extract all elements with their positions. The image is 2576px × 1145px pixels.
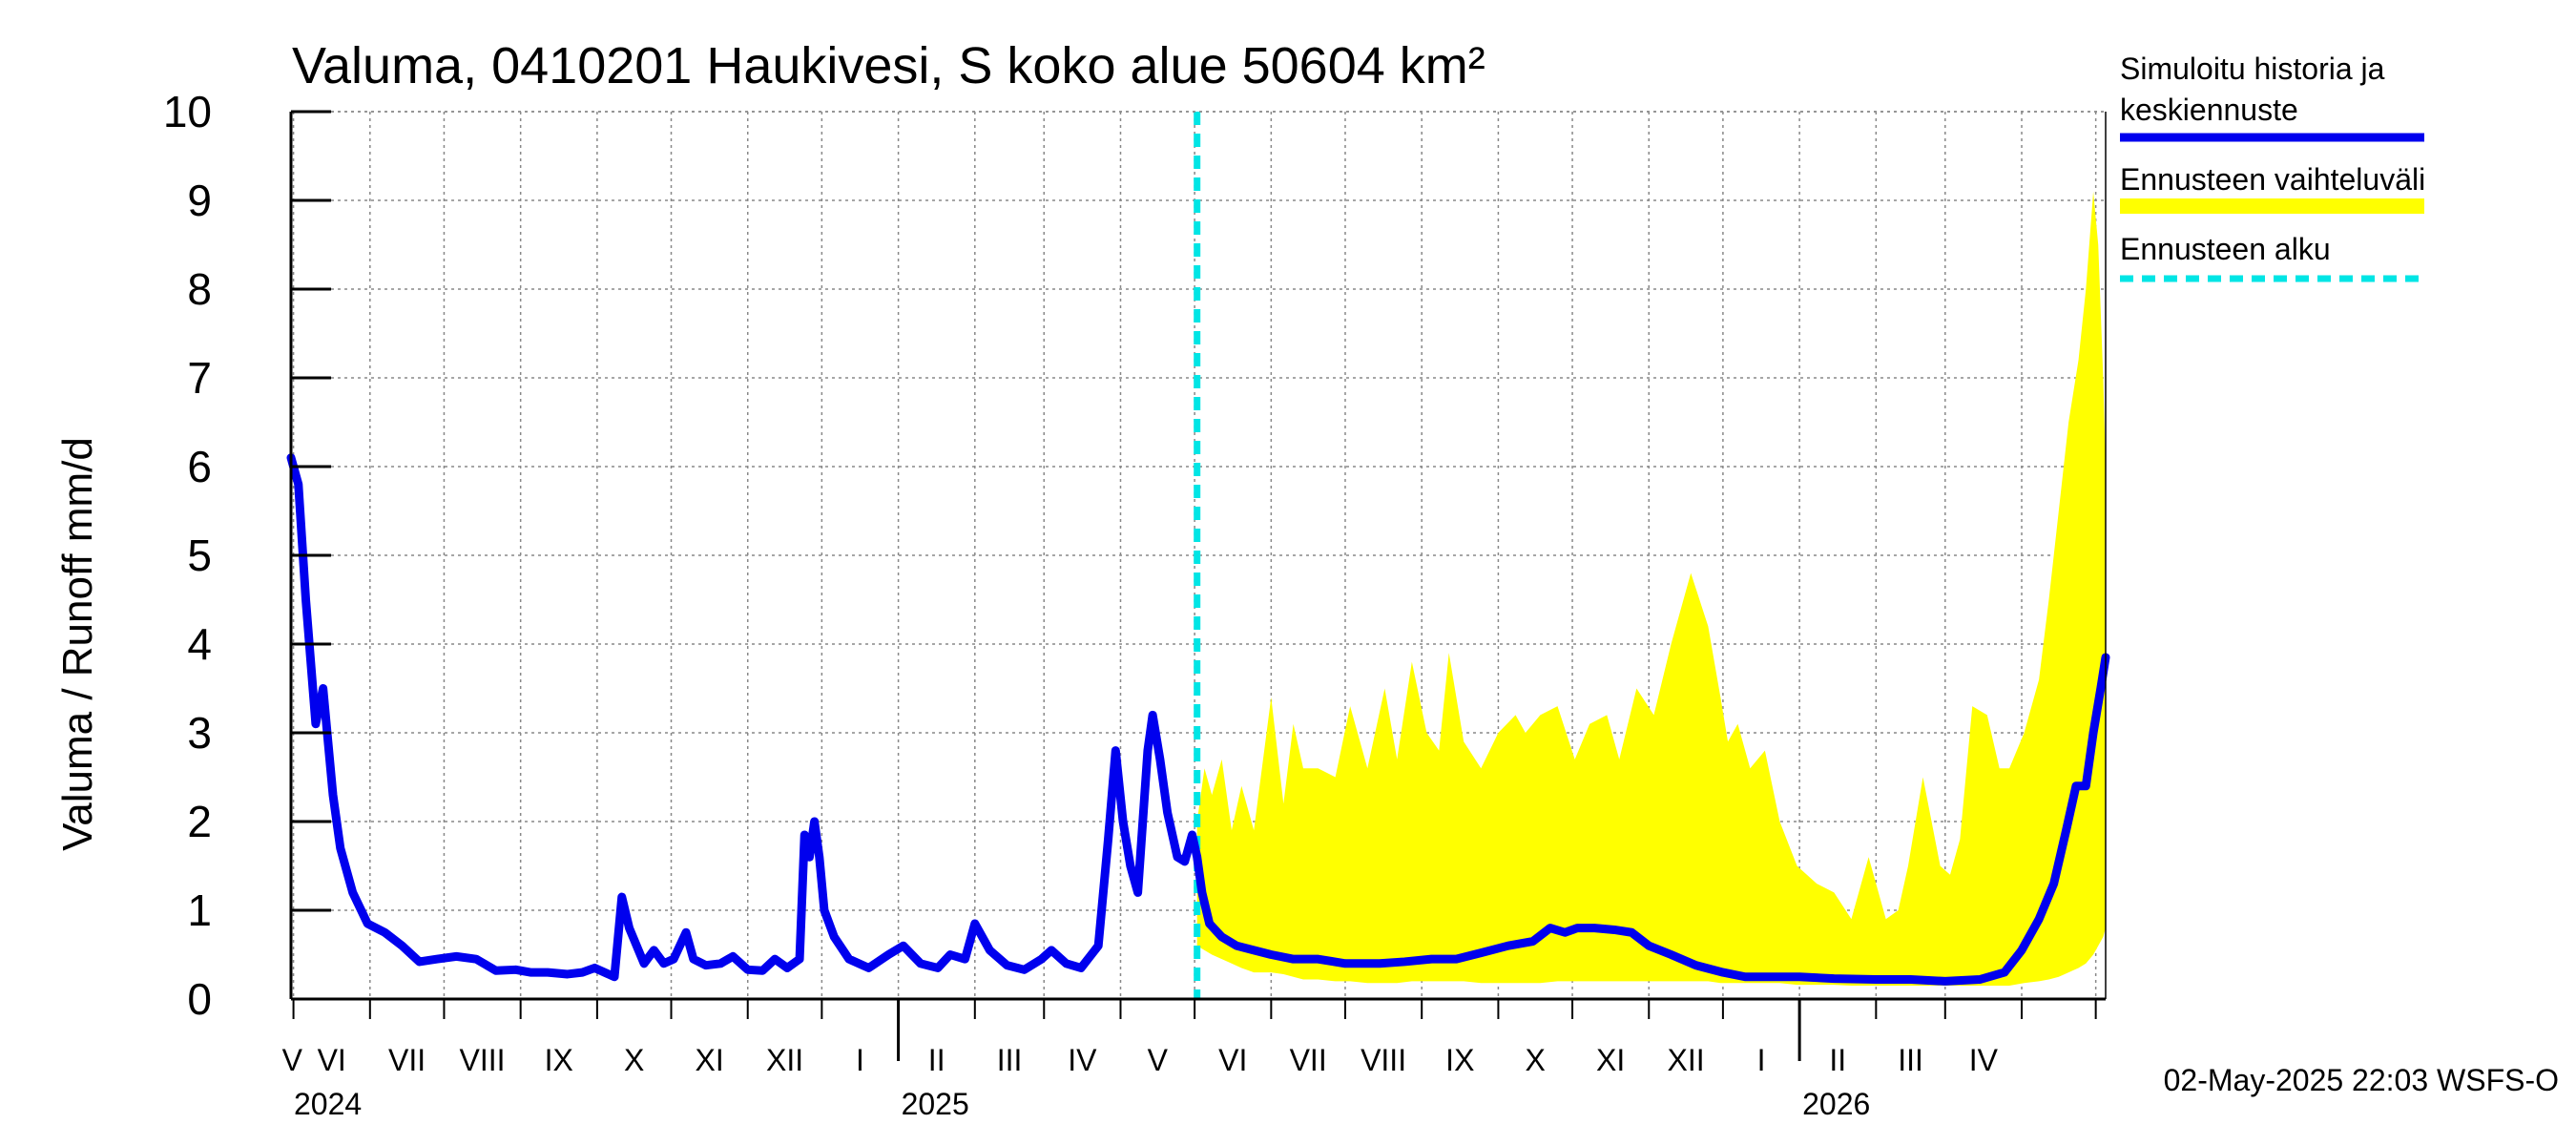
y-tick-label: 1 [187, 885, 212, 935]
y-axis-label: Valuma / Runoff mm/d [54, 437, 101, 851]
month-label: VIII [1361, 1043, 1406, 1077]
month-label: VIII [460, 1043, 506, 1077]
y-tick-label: 6 [187, 442, 212, 491]
y-tick-label: 2 [187, 797, 212, 846]
y-tick-label: 5 [187, 531, 212, 580]
simulated-runoff-line [286, 453, 2110, 986]
month-label: XI [1596, 1043, 1625, 1077]
y-tick-label: 7 [187, 353, 212, 403]
chart-title: Valuma, 0410201 Haukivesi, S koko alue 5… [292, 37, 1485, 94]
month-label: II [1829, 1043, 1846, 1077]
month-label: VII [1290, 1043, 1327, 1077]
y-tick-label: 9 [187, 176, 212, 225]
y-tick-label: 4 [187, 619, 212, 669]
month-label: XII [766, 1043, 803, 1077]
month-label: I [856, 1043, 864, 1077]
month-label: IX [545, 1043, 573, 1077]
month-label: X [1526, 1043, 1546, 1077]
legend-label-simulated-2: keskiennuste [2120, 93, 2298, 127]
month-label: VI [318, 1043, 346, 1077]
legend-label-forecast-start: Ennusteen alku [2120, 232, 2331, 266]
month-label: IV [1969, 1043, 1999, 1077]
y-tick-label: 0 [187, 974, 212, 1024]
month-label: XII [1668, 1043, 1705, 1077]
month-label: VII [388, 1043, 426, 1077]
month-label: III [1898, 1043, 1923, 1077]
month-label: VI [1218, 1043, 1247, 1077]
month-label: X [624, 1043, 644, 1077]
y-tick-label: 10 [163, 87, 212, 136]
y-tick-label: 8 [187, 264, 212, 314]
year-label: 2024 [294, 1087, 362, 1121]
legend: Simuloitu historia ja keskiennuste Ennuste… [2120, 52, 2425, 282]
month-label: V [282, 1043, 303, 1077]
y-tick-label: 3 [187, 708, 212, 758]
legend-label-simulated: Simuloitu historia ja [2120, 52, 2385, 86]
month-label: II [928, 1043, 945, 1077]
plot-area [286, 111, 2110, 999]
month-label: V [1148, 1043, 1169, 1077]
month-label: IV [1068, 1043, 1097, 1077]
forecast-range-band [1196, 191, 2106, 987]
year-label: 2026 [1802, 1087, 1870, 1121]
month-label: XI [696, 1043, 724, 1077]
month-label: I [1757, 1043, 1766, 1077]
month-label: IX [1445, 1043, 1474, 1077]
year-label: 2025 [902, 1087, 969, 1121]
month-label: III [997, 1043, 1023, 1077]
timestamp-footer: 02-May-2025 22:03 WSFS-O [2164, 1063, 2559, 1097]
legend-label-range: Ennusteen vaihteluväli [2120, 162, 2425, 197]
